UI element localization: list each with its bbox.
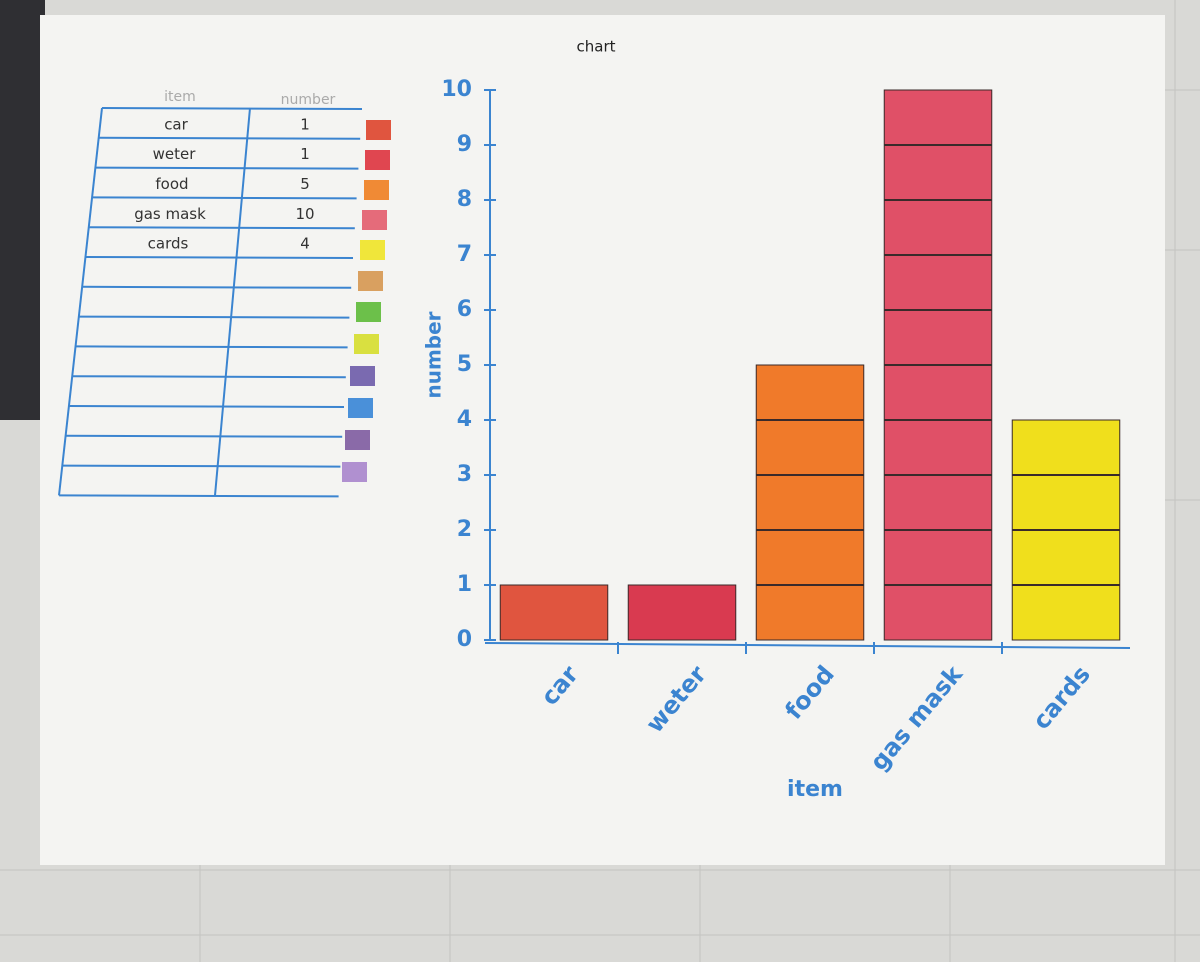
table-line [82,285,352,289]
table-line [65,434,343,438]
table-cell: 4 [300,235,310,253]
y-tick-label: 8 [457,187,472,212]
chart-title: chart [577,38,616,56]
table-line [95,166,359,170]
table-line [59,494,339,498]
table-cell: cards [148,235,189,253]
y-tick-label: 7 [457,242,472,267]
y-tick-label: 10 [441,77,472,102]
bar [627,584,737,641]
table-line [75,345,348,349]
y-tick-label: 1 [457,572,472,597]
x-axis [484,642,1131,649]
table-line [214,107,251,496]
y-tick-label: 5 [457,352,472,377]
table-line [58,107,103,496]
table-cell: 1 [300,145,310,163]
table-cell: 10 [295,205,314,223]
table-cell: gas mask [134,205,206,223]
y-tick-label: 9 [457,132,472,157]
table-line [88,226,355,230]
table-line [78,315,350,319]
bar [499,584,609,641]
x-axis-label: item [787,777,843,802]
table-line [72,375,346,379]
table-line [68,405,345,408]
table-line [92,196,357,200]
table: car 1 weter 1 food 5 gas mask 10 cards 4 [58,107,363,498]
y-tick-label: 6 [457,297,472,322]
y-tick-label: 0 [457,627,472,652]
table-line [98,136,361,140]
table-cell: car [164,115,188,133]
sheet [40,15,1165,865]
dark-edge [0,0,45,420]
table-line [101,107,363,110]
y-tick-label: 2 [457,517,472,542]
swatches [342,120,391,482]
table-cell: food [155,175,188,193]
y-tick-label: 4 [457,407,472,432]
table-line [85,256,354,259]
table-header: item [164,89,196,105]
bar [755,364,865,641]
table-line [62,464,341,468]
y-axis-label: number [422,311,446,398]
table-cell: weter [153,145,197,163]
y-tick-label: 3 [457,462,472,487]
table-cell: 5 [300,175,310,193]
table-cell: 1 [300,115,310,133]
table-header: number [281,92,336,108]
